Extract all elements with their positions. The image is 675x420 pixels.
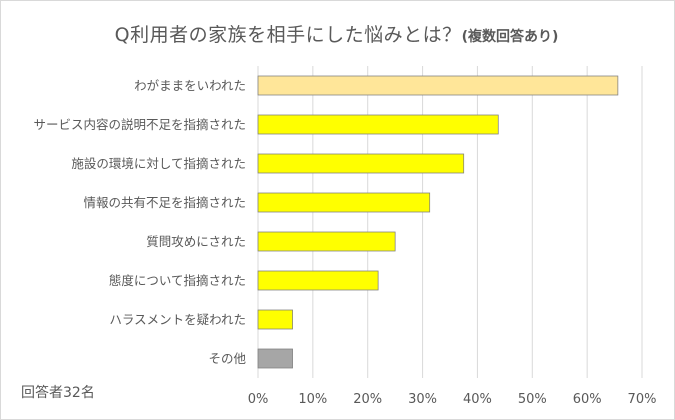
bar — [257, 270, 379, 291]
category-label: わがままをいわれた — [134, 78, 246, 93]
bar — [257, 153, 465, 174]
x-tick-label: 40% — [463, 392, 492, 407]
x-axis-tick-labels: 0% 10% 20% 30% 40% 50% 60% 70% — [248, 392, 657, 407]
category-label: サービス内容の説明不足を指摘された — [33, 117, 246, 132]
x-tick-label: 60% — [573, 392, 602, 407]
category-label: 態度について指摘された — [109, 273, 246, 288]
bar — [257, 114, 499, 135]
chart-title-main: Q利用者の家族を相手にした悩みとは？ — [114, 24, 462, 46]
chart-title: Q利用者の家族を相手にした悩みとは？(複数回答あり) — [0, 20, 673, 47]
bars — [257, 75, 619, 369]
category-labels: わがままをいわれたサービス内容の説明不足を指摘された施設の環境に対して指摘された… — [33, 78, 246, 366]
bar — [257, 309, 293, 330]
category-label: その他 — [208, 351, 246, 366]
bar — [257, 75, 619, 96]
bar — [257, 231, 396, 252]
x-tick-label: 50% — [518, 392, 547, 407]
category-label: 質問攻めにされた — [146, 234, 246, 249]
respondent-count-note: 回答者32名 — [21, 385, 95, 401]
category-label: 情報の共有不足を指摘された — [83, 195, 246, 210]
x-tick-label: 70% — [628, 392, 657, 407]
grid-lines — [257, 66, 643, 378]
x-tick-label: 20% — [353, 392, 382, 407]
bar — [257, 348, 293, 369]
category-label: ハラスメントを疑われた — [109, 312, 246, 327]
chart-title-sub: (複数回答あり) — [461, 29, 559, 45]
x-tick-label: 30% — [408, 392, 437, 407]
bar — [257, 192, 431, 213]
x-tick-label: 10% — [298, 392, 327, 407]
category-label: 施設の環境に対して指摘された — [71, 156, 246, 171]
x-tick-label: 0% — [248, 392, 269, 407]
